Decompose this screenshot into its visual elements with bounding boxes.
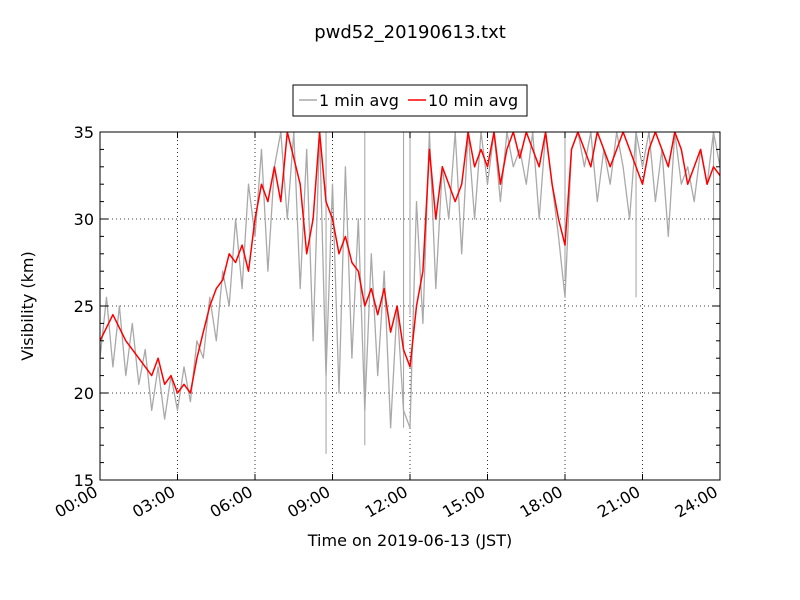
x-tick-label: 12:00 — [362, 482, 411, 522]
series-layer — [100, 132, 720, 454]
y-tick-label: 20 — [74, 384, 94, 403]
x-tick-label: 15:00 — [439, 482, 488, 522]
x-axis-label: Time on 2019-06-13 (JST) — [307, 531, 512, 550]
y-tick-label: 15 — [74, 471, 94, 490]
y-axis-label: Visibility (km) — [18, 251, 37, 360]
y-tick-label: 25 — [74, 297, 94, 316]
legend-box — [292, 84, 528, 117]
series-line-10min — [100, 132, 720, 394]
series-line-1min — [100, 132, 720, 429]
x-tick-label: 21:00 — [594, 482, 643, 522]
grid-lines — [100, 132, 720, 480]
legend-label-1min: 1 min avg — [319, 91, 399, 110]
x-tick-label: 18:00 — [517, 482, 566, 522]
x-tick-label: 06:00 — [207, 482, 256, 522]
y-tick-label: 35 — [74, 123, 94, 142]
y-axis: 15 20 25 30 35 — [74, 123, 720, 490]
x-tick-label: 03:00 — [129, 482, 178, 522]
legend-label-10min: 10 min avg — [428, 91, 518, 110]
x-tick-label: 09:00 — [284, 482, 333, 522]
legend: 1 min avg 10 min avg — [292, 84, 528, 117]
y-tick-label: 30 — [74, 210, 94, 229]
chart-title: pwd52_20190613.txt — [314, 22, 506, 43]
x-tick-label: 24:00 — [672, 482, 721, 522]
